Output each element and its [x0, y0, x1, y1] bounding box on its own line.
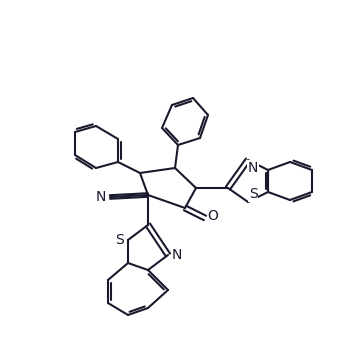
Text: N: N	[96, 190, 106, 204]
Text: S: S	[249, 187, 257, 201]
Text: O: O	[208, 209, 218, 223]
Text: N: N	[172, 248, 182, 262]
Text: N: N	[248, 161, 258, 175]
Text: S: S	[115, 233, 124, 247]
